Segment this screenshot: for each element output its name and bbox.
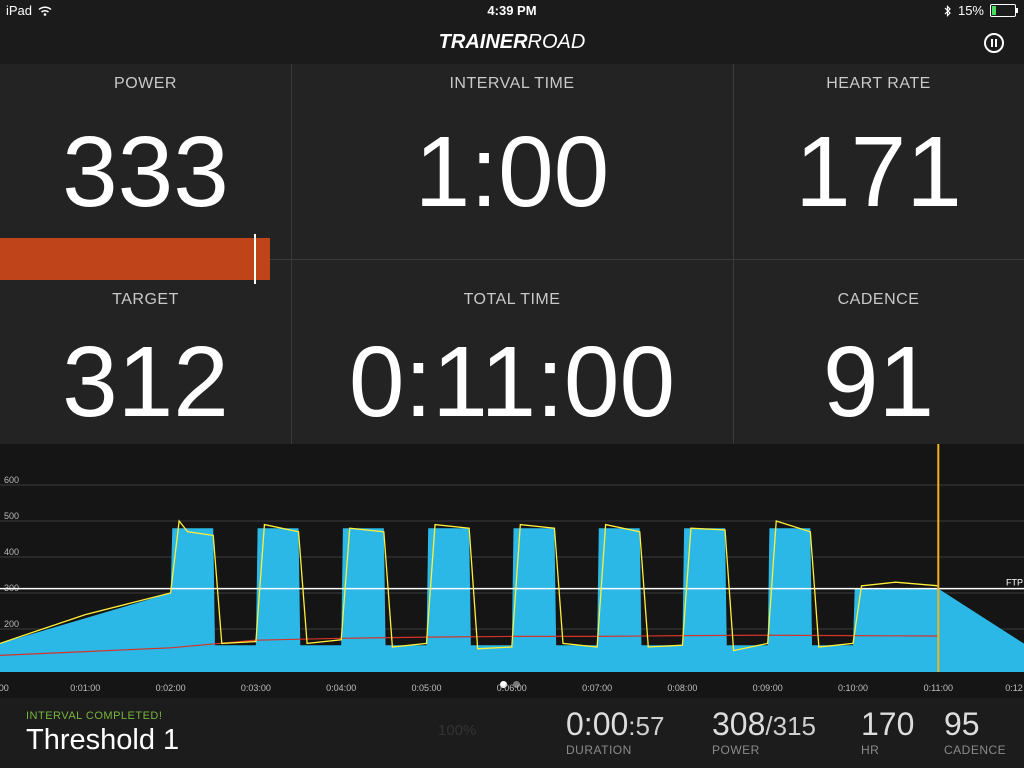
interval-status: INTERVAL COMPLETED! [26, 710, 163, 722]
hr-stat-value: 170 [861, 706, 915, 742]
power-label: POWER [114, 75, 177, 92]
x-tick-label: 0:02:00 [155, 683, 186, 693]
x-tick-label: 0:05:00 [411, 683, 442, 693]
clock: 4:39 PM [487, 3, 537, 18]
heart-rate-value: 171 [795, 116, 962, 228]
duration-main: 0:00 [566, 706, 629, 742]
x-tick-label: 0:07:00 [582, 683, 613, 693]
hr-stat-label: HR [861, 743, 880, 757]
cadence-value: 91 [822, 326, 935, 438]
cadence-stat: 95 CADENCE [944, 706, 1006, 757]
cadence-cell: CADENCE 91 [733, 284, 1024, 444]
logo-road: ROAD [527, 31, 586, 53]
intensity-control[interactable]: 100% [438, 722, 477, 739]
power-cell: POWER 333 [0, 64, 291, 259]
power-stat: 308/315 POWER [712, 706, 816, 757]
cadence-label: CADENCE [837, 291, 920, 308]
x-tick-label: 0:10:00 [837, 683, 869, 693]
y-tick-label: 400 [4, 547, 19, 557]
duration-sub: :57 [628, 711, 665, 741]
cadence-stat-label: CADENCE [944, 743, 1007, 757]
divider [291, 64, 292, 444]
hr-stat: 170 HR [861, 706, 914, 757]
workout-chart[interactable]: 600500400300200FTP [0, 444, 1024, 698]
y-tick-label: 500 [4, 511, 19, 521]
bluetooth-icon [944, 4, 951, 17]
x-tick-label: 0:04:00 [326, 683, 357, 693]
avg-power-main: 308 [712, 706, 766, 742]
target-cell: TARGET 312 [0, 284, 291, 444]
pause-icon[interactable] [984, 33, 1004, 53]
page-dot-active[interactable] [500, 681, 507, 688]
target-label: TARGET [112, 291, 179, 308]
power-bar [0, 238, 270, 280]
x-tick-label: 0:01:00 [70, 683, 101, 693]
target-marker [254, 234, 256, 284]
power-value: 333 [62, 116, 229, 228]
wifi-icon [38, 5, 52, 16]
y-tick-label: 600 [4, 475, 19, 485]
app-logo: TRAINERROAD [0, 31, 1024, 54]
power-stat-label: POWER [712, 743, 760, 757]
power-line [0, 519, 939, 652]
x-tick-label: 0:09:00 [752, 683, 783, 693]
interval-time-value: 1:00 [414, 116, 610, 228]
y-tick-label: 200 [4, 619, 19, 629]
x-tick-label: 0:06:00 [496, 683, 527, 693]
metrics-panel: POWER 333 INTERVAL TIME 1:00 HEART RATE … [0, 64, 1024, 444]
battery-percent: 15% [957, 3, 984, 18]
total-time-label: TOTAL TIME [463, 291, 561, 308]
total-time-value: 0:11:00 [348, 326, 676, 438]
target-value: 312 [62, 326, 229, 438]
app-header: TRAINERROAD [0, 22, 1024, 64]
interval-time-label: INTERVAL TIME [449, 75, 575, 92]
logo-trainer: TRAINER [438, 31, 528, 53]
x-tick-label: 0:00 [0, 683, 9, 693]
chart-svg: 600500400300200FTP [0, 444, 1024, 672]
divider [270, 259, 1024, 260]
cadence-stat-value: 95 [944, 706, 980, 742]
total-time-cell: TOTAL TIME 0:11:00 [291, 284, 733, 444]
footer-bar: INTERVAL COMPLETED! Threshold 1 100% 0:0… [0, 698, 1024, 768]
status-bar: iPad 4:39 PM 15% [0, 0, 1024, 22]
interval-time-cell: INTERVAL TIME 1:00 [291, 64, 733, 259]
battery-icon [990, 4, 1018, 17]
divider [733, 64, 734, 444]
heart-rate-cell: HEART RATE 171 [733, 64, 1024, 259]
duration-label: DURATION [566, 743, 632, 757]
page-dot[interactable] [513, 681, 520, 688]
heart-rate-label: HEART RATE [826, 75, 931, 92]
x-tick-label: 0:03:00 [240, 683, 271, 693]
workout-name: Threshold 1 [26, 724, 180, 756]
duration-stat: 0:00:57 DURATION [566, 706, 664, 757]
heart-rate-line [0, 634, 939, 656]
page-indicator[interactable] [500, 681, 520, 688]
x-tick-label: 0:11:00 [923, 683, 953, 693]
x-tick-label: 0:12 [1005, 683, 1023, 693]
ftp-label: FTP [1006, 578, 1023, 588]
workout-target-area [0, 528, 1024, 672]
x-tick-label: 0:08:00 [667, 683, 698, 693]
device-name: iPad [6, 3, 33, 18]
avg-power-sub: /315 [765, 711, 816, 741]
